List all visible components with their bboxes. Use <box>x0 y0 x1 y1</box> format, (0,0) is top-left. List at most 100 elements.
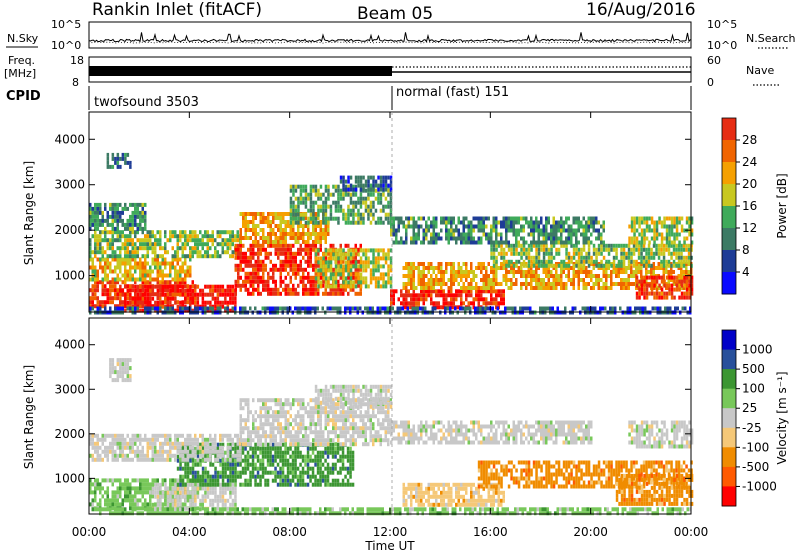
heatmap-cell <box>635 283 639 288</box>
heatmap-cell <box>369 306 372 311</box>
heatmap-cell <box>106 280 109 285</box>
heatmap-cell <box>347 192 350 197</box>
heatmap-cell <box>512 274 515 278</box>
heatmap-cell <box>89 226 92 231</box>
heatmap-cell <box>106 238 109 243</box>
heatmap-cell <box>307 287 310 292</box>
heatmap-cell <box>597 232 600 237</box>
heatmap-cell <box>352 212 355 217</box>
heatmap-cell <box>520 282 523 286</box>
heatmap-cell <box>450 282 453 286</box>
heatmap-cell <box>407 224 410 229</box>
heatmap-cell <box>680 251 683 256</box>
heatmap-cell <box>114 494 117 499</box>
heatmap-cell <box>224 498 227 503</box>
heatmap-cell <box>129 261 132 266</box>
heatmap-cell <box>339 192 343 197</box>
heatmap-cell <box>625 266 628 270</box>
heatmap-cell <box>121 152 125 157</box>
heatmap-cell <box>342 196 345 201</box>
heatmap-cell <box>116 498 119 503</box>
heatmap-cell <box>535 247 538 252</box>
heatmap-cell <box>622 266 625 270</box>
heatmap-cell <box>327 256 330 261</box>
heatmap-cell <box>480 220 483 225</box>
heatmap-cell <box>635 275 639 280</box>
heatmap-cell <box>537 228 540 233</box>
heatmap-cell <box>307 216 310 221</box>
heatmap-cell <box>389 192 393 197</box>
heatmap-cell <box>169 284 172 289</box>
heatmap-cell <box>575 243 578 248</box>
heatmap-cell <box>655 279 659 284</box>
heatmap-cell <box>382 187 385 192</box>
heatmap-cell <box>465 236 468 241</box>
heatmap-cell <box>379 175 383 180</box>
heatmap-cell <box>299 259 302 264</box>
heatmap-cell <box>134 288 137 293</box>
heatmap-cell <box>169 238 172 243</box>
heatmap-cell <box>412 228 415 233</box>
heatmap-cell <box>487 236 490 241</box>
heatmap-cell <box>600 236 603 241</box>
heatmap-cell <box>502 262 505 266</box>
heatmap-cell <box>595 220 598 225</box>
heatmap-cell <box>111 246 114 251</box>
heatmap-cell <box>502 293 505 298</box>
heatmap-cell <box>347 208 350 213</box>
heatmap-cell <box>612 266 615 270</box>
heatmap-cell <box>542 247 546 252</box>
heatmap-cell <box>560 286 563 290</box>
heatmap-cell <box>607 266 610 270</box>
heatmap-cell <box>457 274 460 278</box>
heatmap-cell <box>304 259 307 264</box>
heatmap-cell <box>179 300 182 305</box>
heatmap-cell <box>685 291 689 296</box>
heatmap-cell <box>191 502 195 507</box>
heatmap-cell <box>204 242 207 247</box>
heatmap-cell <box>324 236 327 240</box>
heatmap-cell <box>274 243 277 248</box>
heatmap-cell <box>199 238 202 243</box>
heatmap-cell <box>665 286 668 290</box>
heatmap-cell <box>681 306 684 311</box>
heatmap-cell <box>281 306 284 311</box>
heatmap-cell <box>592 251 596 256</box>
heatmap-cell <box>630 282 633 286</box>
heatmap-cell <box>450 216 453 221</box>
heatmap-cell <box>407 262 410 266</box>
heatmap-cell <box>159 498 162 503</box>
heatmap-cell <box>319 208 323 213</box>
heatmap-cell <box>141 304 144 309</box>
heatmap-cell <box>96 269 99 274</box>
heatmap-cell <box>663 236 666 241</box>
heatmap-cell <box>369 248 373 253</box>
heatmap-cell <box>234 296 237 301</box>
heatmap-cell <box>189 482 192 487</box>
heatmap-cell <box>675 243 678 248</box>
heatmap-cell <box>154 478 157 483</box>
heatmap-cell <box>477 236 480 241</box>
heatmap-cell <box>317 192 320 197</box>
heatmap-cell <box>648 224 651 229</box>
heatmap-cell <box>470 220 473 225</box>
heatmap-cell <box>317 232 320 236</box>
heatmap-cell <box>231 296 235 301</box>
heatmap-cell <box>151 494 154 499</box>
heatmap-cell <box>242 216 245 220</box>
heatmap-cell <box>668 228 671 233</box>
heatmap-cell <box>450 297 453 302</box>
heatmap-cell <box>184 242 187 247</box>
heatmap-cell <box>334 204 338 209</box>
heatmap-cell <box>450 289 453 294</box>
heatmap-cell <box>116 296 119 301</box>
heatmap-cell <box>139 292 142 297</box>
heatmap-cell <box>174 257 177 262</box>
heatmap-cell <box>615 255 618 260</box>
heatmap-cell <box>121 502 124 507</box>
heatmap-cell <box>176 277 179 282</box>
heatmap-cell <box>678 216 681 221</box>
heatmap-cell <box>339 291 342 296</box>
heatmap-cell <box>670 266 673 270</box>
heatmap-cell <box>595 282 598 286</box>
